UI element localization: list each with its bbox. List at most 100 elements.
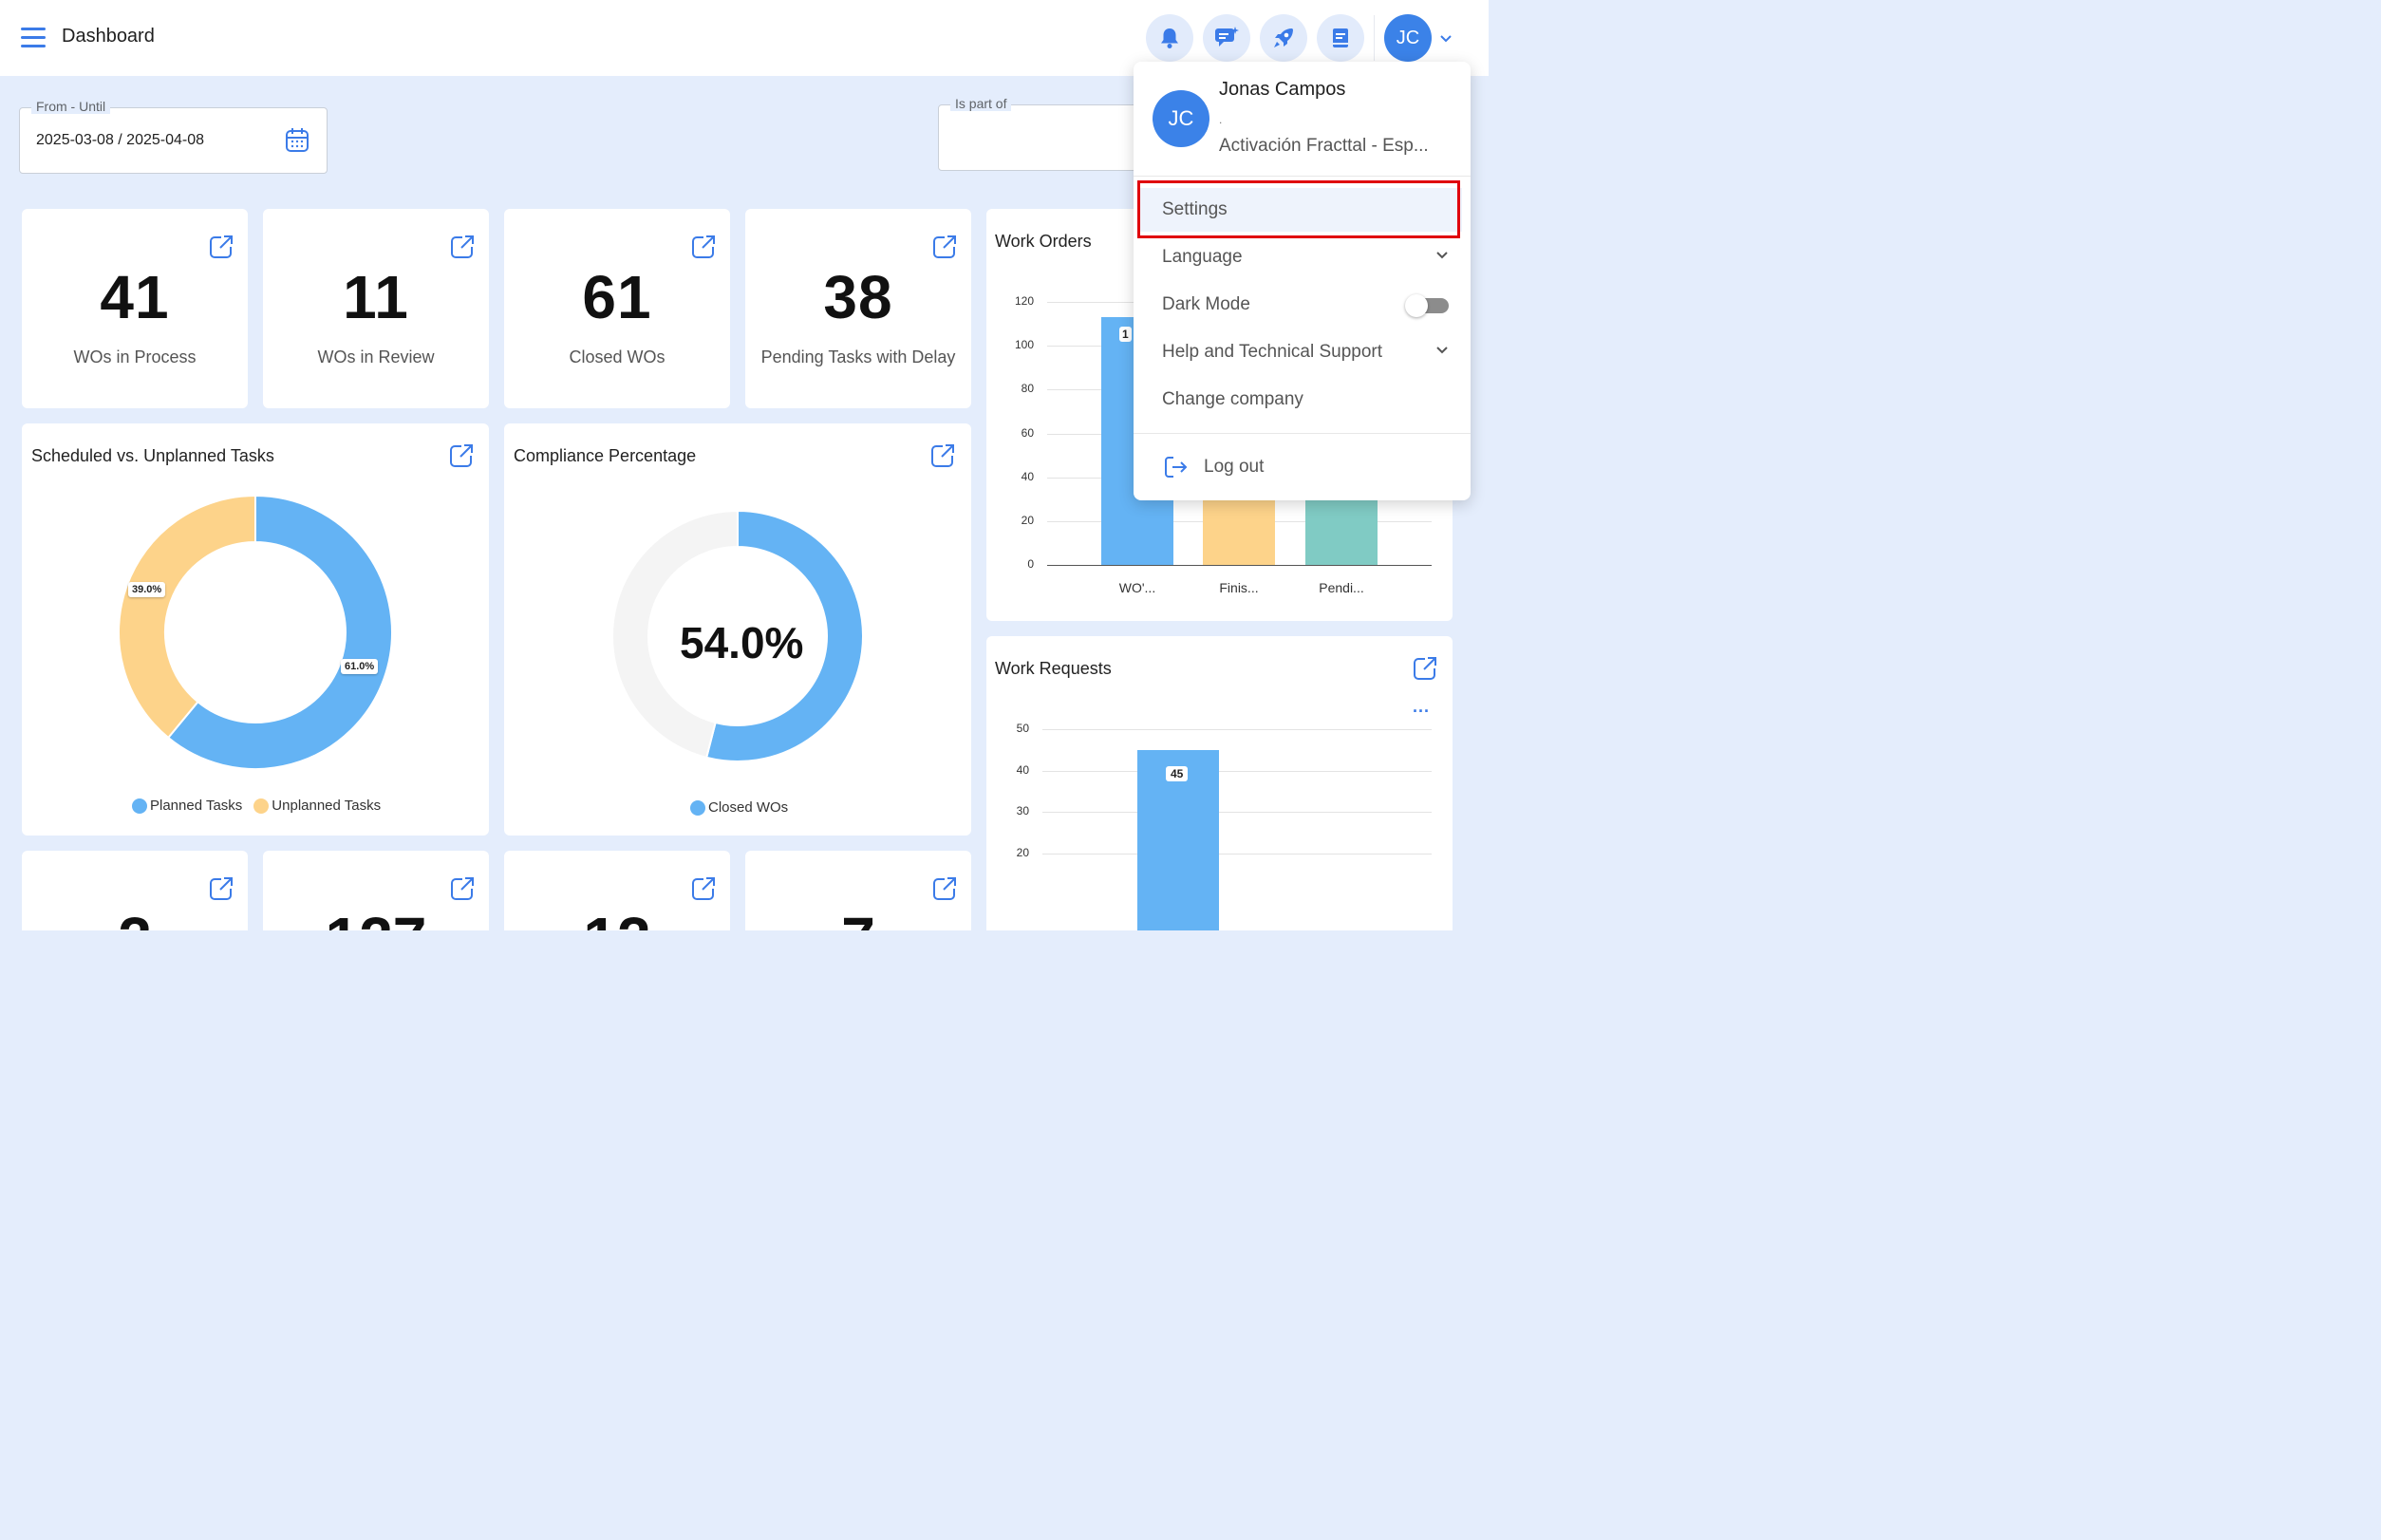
grid-line [1042, 812, 1432, 814]
kpi-value: 41 [100, 263, 170, 331]
y-tick-label: 30 [1016, 804, 1029, 818]
y-tick-label: 0 [1027, 557, 1034, 571]
donut-slice-unplanned[interactable] [118, 494, 256, 740]
date-range-field[interactable]: From - Until 2025-03-08 / 2025-04-08 [19, 99, 328, 174]
external-link-icon[interactable] [690, 234, 717, 260]
menu-divider [1134, 433, 1471, 434]
work-requests-bar-chart: 50 40 30 20 [986, 636, 1453, 949]
grid-line [1047, 565, 1432, 566]
kpi-card-wos-in-review: 11 WOs in Review [263, 209, 489, 408]
kpi-value: 38 [823, 263, 893, 331]
page-bottom-edge [0, 930, 1489, 963]
bar[interactable] [1305, 498, 1378, 565]
donut-slice-remaining[interactable] [611, 509, 739, 760]
external-link-icon[interactable] [449, 234, 476, 260]
menu-item-label: Dark Mode [1162, 294, 1250, 314]
kpi-card-closed-wos: 61 Closed WOs [504, 209, 730, 408]
kpi-label: WOs in Process [73, 347, 197, 366]
legend-label-planned: Planned Tasks [150, 798, 243, 814]
menu-item-label: Language [1162, 247, 1243, 267]
card-title: Work Orders [995, 232, 1092, 251]
menu-item-label: Settings [1162, 199, 1228, 219]
legend-swatch-unplanned [253, 798, 270, 814]
compliance-donut-chart [611, 509, 864, 762]
menu-item-logout[interactable]: Log out [1139, 445, 1462, 489]
y-tick-label: 20 [1021, 513, 1034, 527]
compliance-percentage-card: Compliance Percentage 54.0% Closed WOs [504, 423, 971, 836]
chat-sparkle-icon[interactable] [1203, 14, 1250, 62]
y-tick-label: 60 [1021, 425, 1034, 440]
menu-item-language[interactable]: Language [1139, 235, 1462, 279]
calendar-icon[interactable] [285, 127, 309, 159]
user-company: Activación Fracttal - Esp... [1219, 136, 1429, 156]
card-title: Work Requests [995, 659, 1112, 678]
notebook-icon[interactable] [1317, 14, 1364, 62]
menu-item-label: Log out [1204, 457, 1265, 477]
chart-legend: Closed WOs [690, 799, 788, 816]
user-subtitle: . [1219, 113, 1223, 126]
menu-item-label: Help and Technical Support [1162, 342, 1383, 362]
scheduled-vs-unplanned-card: Scheduled vs. Unplanned Tasks 61.0% 39.0… [22, 423, 489, 836]
kpi-card-wos-in-process: 41 WOs in Process [22, 209, 248, 408]
grid-line [1042, 770, 1432, 772]
external-link-icon[interactable] [449, 875, 476, 902]
x-category-label: WO'... [1118, 580, 1156, 595]
menu-item-settings[interactable]: Settings [1139, 188, 1462, 232]
external-link-icon[interactable] [931, 875, 958, 902]
y-tick-label: 40 [1016, 762, 1029, 777]
chevron-down-icon[interactable] [1439, 31, 1453, 48]
x-category-label: Pendi... [1319, 580, 1364, 595]
menu-item-label: Change company [1162, 389, 1303, 409]
external-link-icon[interactable] [208, 875, 234, 902]
external-link-icon[interactable] [448, 442, 475, 469]
y-tick-label: 100 [1014, 338, 1034, 352]
external-link-icon[interactable] [208, 234, 234, 260]
is-part-of-label: Is part of [950, 96, 1012, 111]
divider [1374, 15, 1375, 61]
legend-swatch-closed [690, 799, 705, 816]
external-link-icon[interactable] [929, 442, 956, 469]
menu-item-dark-mode[interactable]: Dark Mode [1139, 283, 1462, 327]
menu-item-change-company[interactable]: Change company [1139, 378, 1462, 422]
external-link-icon[interactable] [690, 875, 717, 902]
scheduled-donut-chart [118, 494, 393, 770]
kpi-value: 11 [343, 263, 409, 331]
logout-icon [1165, 457, 1188, 478]
external-link-icon[interactable] [1412, 655, 1438, 682]
kpi-label: Pending Tasks with Delay [760, 347, 956, 366]
menu-icon[interactable] [21, 28, 46, 48]
card-title: Compliance Percentage [514, 446, 697, 465]
date-range-label: From - Until [31, 99, 111, 114]
legend-label-closed: Closed WOs [708, 799, 789, 816]
kpi-label: Closed WOs [569, 347, 666, 366]
grid-line [1042, 729, 1432, 730]
is-part-of-field[interactable]: Is part of [938, 96, 1147, 171]
work-requests-card: Work Requests ... 50 40 30 20 45 [986, 636, 1453, 949]
kpi-card-pending-tasks-delay: 38 Pending Tasks with Delay [745, 209, 971, 408]
y-tick-label: 80 [1021, 382, 1034, 396]
dark-mode-toggle[interactable] [1405, 294, 1449, 317]
legend-label-unplanned: Unplanned Tasks [272, 798, 382, 814]
bar[interactable] [1203, 498, 1275, 565]
bar-data-label: 1 [1119, 327, 1132, 342]
card-title: Scheduled vs. Unplanned Tasks [31, 446, 274, 465]
rocket-icon[interactable] [1260, 14, 1307, 62]
x-category-label: Finis... [1219, 580, 1259, 595]
donut-slice-planned[interactable] [166, 494, 393, 770]
y-tick-label: 40 [1021, 469, 1034, 483]
menu-divider [1134, 176, 1471, 177]
more-options-icon[interactable]: ... [1413, 697, 1431, 716]
chevron-down-icon [1436, 347, 1448, 354]
compliance-center-value: 54.0% [680, 618, 804, 667]
kpi-label: WOs in Review [317, 347, 435, 366]
avatar[interactable]: JC [1384, 14, 1432, 62]
legend-swatch-planned [132, 798, 147, 814]
bell-icon[interactable] [1146, 14, 1193, 62]
menu-avatar: JC [1153, 90, 1209, 147]
menu-item-help[interactable]: Help and Technical Support [1139, 330, 1462, 374]
external-link-icon[interactable] [931, 234, 958, 260]
chart-legend: Planned Tasks Unplanned Tasks [132, 798, 381, 814]
y-tick-label: 120 [1014, 294, 1034, 308]
date-range-value: 2025-03-08 / 2025-04-08 [36, 132, 205, 148]
donut-slice-closed[interactable] [704, 509, 864, 762]
